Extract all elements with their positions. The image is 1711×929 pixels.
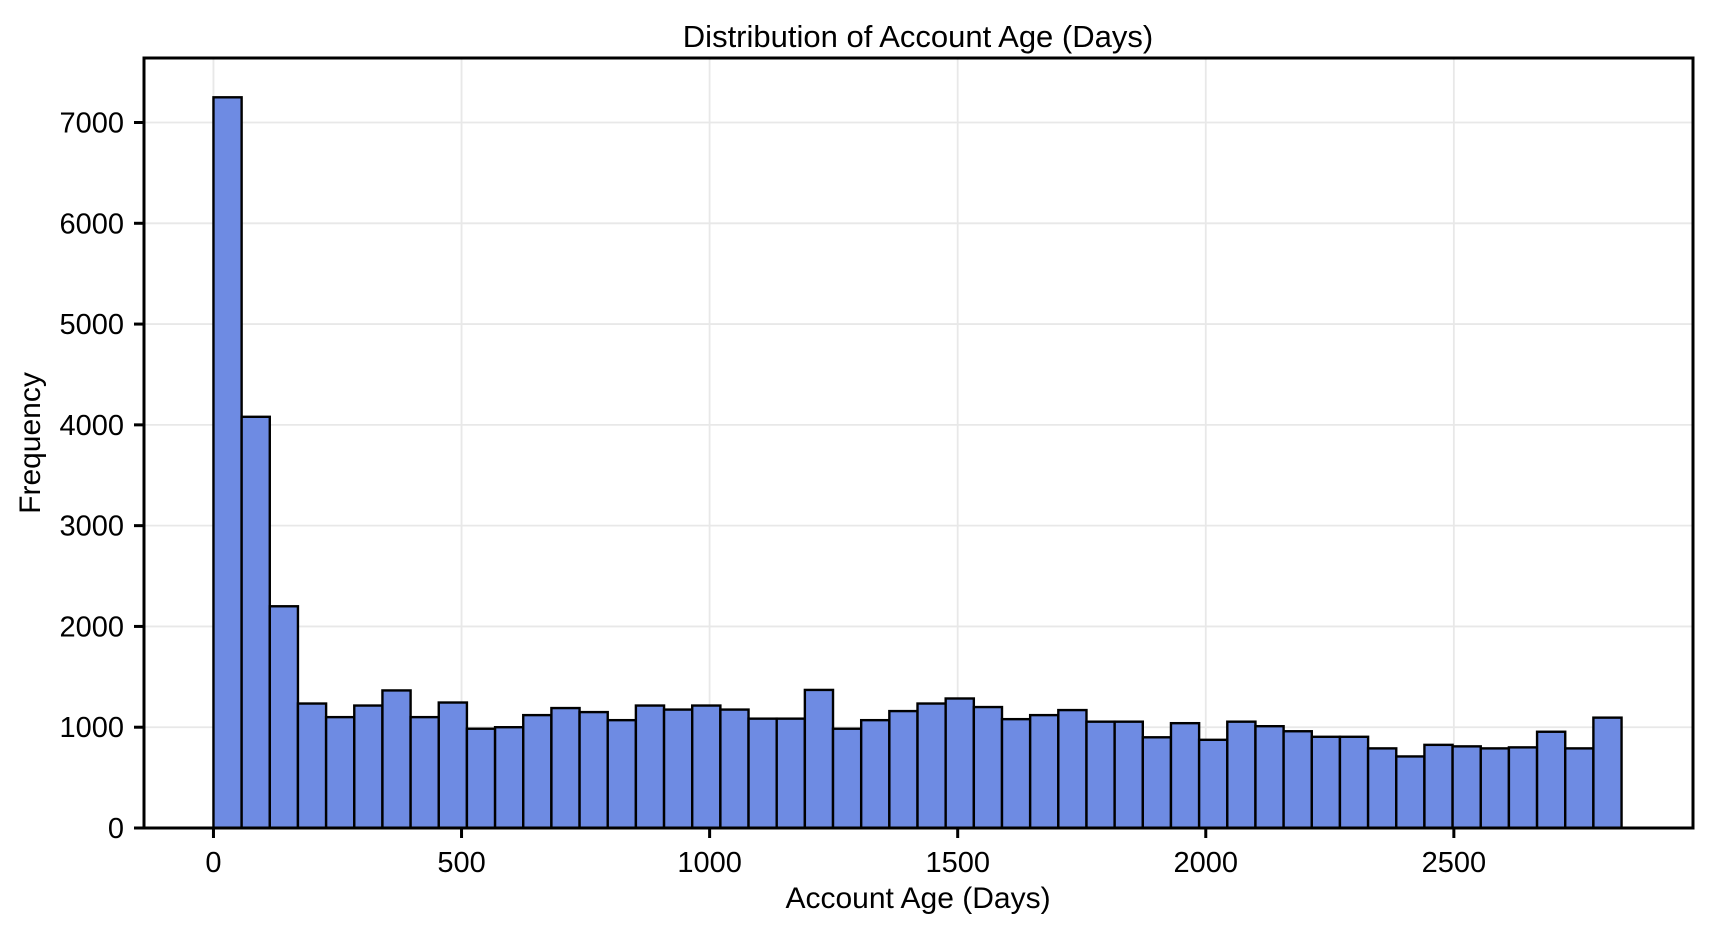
histogram-bar <box>888 709 919 830</box>
histogram-bar <box>268 605 300 830</box>
histogram-bar <box>747 717 778 830</box>
histogram-bar <box>1028 713 1060 830</box>
histogram-bar <box>1282 730 1313 830</box>
histogram-bar <box>550 706 581 830</box>
histogram-bar <box>634 704 666 830</box>
y-tick-label: 0 <box>108 813 124 845</box>
gridlines-layer <box>144 58 1693 829</box>
histogram-bar <box>465 727 497 830</box>
histogram-bar <box>296 702 328 830</box>
ticks-layer <box>134 121 1456 838</box>
histogram-bar <box>1310 735 1342 830</box>
histogram-bar <box>1451 745 1482 830</box>
y-tick-label: 7000 <box>59 108 124 140</box>
histogram-bar <box>522 713 553 830</box>
histogram-bar <box>719 708 750 830</box>
histogram-bar <box>1057 708 1088 830</box>
histogram-bar <box>803 688 835 830</box>
histogram-bar <box>662 708 694 830</box>
histogram-bar <box>831 727 863 830</box>
histogram-bar <box>1479 747 1511 830</box>
x-tick-label: 1000 <box>677 847 742 879</box>
histogram-bar <box>1564 747 1595 830</box>
y-tick-label: 6000 <box>59 208 124 240</box>
histogram-bar <box>1423 743 1454 830</box>
histogram-bar <box>409 715 440 830</box>
histogram-bar <box>775 717 807 830</box>
histogram-bar <box>972 705 1004 830</box>
histogram-bar <box>437 701 469 830</box>
chart-title: Distribution of Account Age (Days) <box>683 19 1153 54</box>
x-tick-label: 0 <box>205 847 221 879</box>
histogram-bar <box>1113 720 1145 830</box>
histogram-bar <box>1197 738 1229 830</box>
histogram-bar <box>353 704 384 830</box>
y-tick-label: 1000 <box>59 712 124 744</box>
y-tick-label: 5000 <box>59 309 124 341</box>
histogram-bar <box>240 415 271 830</box>
histogram-bar <box>606 718 638 830</box>
histogram-bar <box>1592 716 1623 830</box>
plot-frame <box>142 56 1695 830</box>
histogram-bar <box>212 96 243 830</box>
x-tick-label: 2500 <box>1422 847 1487 879</box>
y-tick-label: 2000 <box>59 611 124 643</box>
histogram-bar <box>1085 720 1116 830</box>
histogram-bar <box>1141 736 1173 830</box>
histogram-bar <box>1226 720 1257 830</box>
bars-layer <box>212 96 1623 830</box>
tick-labels-layer: 0 500 1000 1500 2000 2500 0 1000 2000 3000 4000 500… <box>59 108 1486 879</box>
histogram-bar <box>578 710 609 830</box>
histogram-bar <box>324 715 356 830</box>
histogram-bar <box>691 704 722 830</box>
x-tick-label: 500 <box>437 847 485 879</box>
histogram-bar <box>1395 755 1426 830</box>
x-axis-label: Account Age (Days) <box>785 882 1050 915</box>
histogram-bar <box>381 689 412 830</box>
histogram-bar <box>916 702 947 830</box>
histogram-bar <box>1535 730 1567 830</box>
y-tick-label: 3000 <box>59 511 124 543</box>
histogram-bar <box>493 726 525 830</box>
x-tick-label: 1500 <box>925 847 990 879</box>
histogram-bar <box>1000 717 1032 830</box>
histogram-bar <box>1366 747 1398 830</box>
histogram-bar <box>1254 725 1285 830</box>
histogram-bar <box>1507 746 1539 830</box>
x-tick-label: 2000 <box>1174 847 1239 879</box>
y-tick-label: 4000 <box>59 410 124 442</box>
histogram-bar <box>944 697 976 830</box>
histogram-bar <box>1169 721 1201 830</box>
histogram-bar <box>1338 735 1370 830</box>
histogram-bar <box>859 718 891 830</box>
y-axis-label: Frequency <box>14 372 47 514</box>
